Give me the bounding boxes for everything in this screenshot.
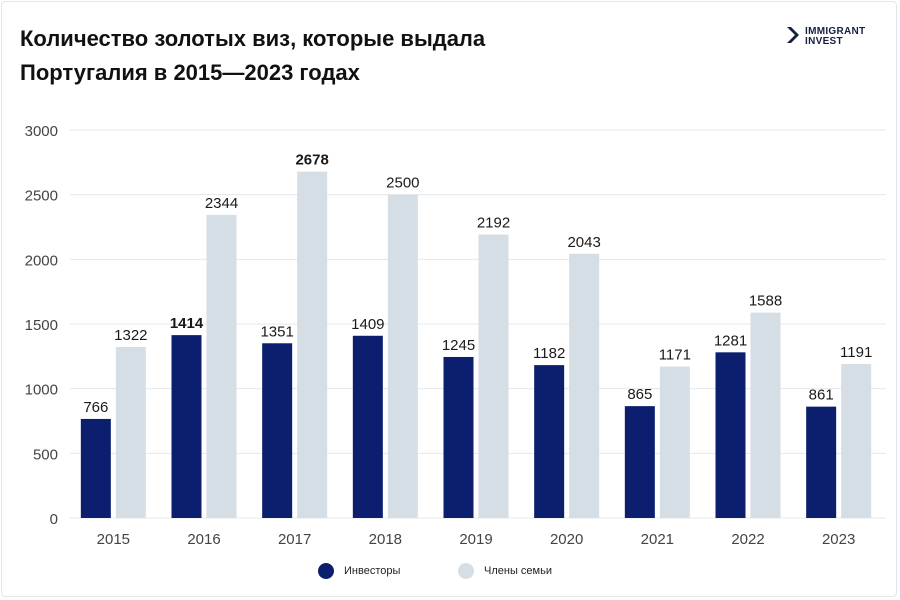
data-label-investors: 1281	[714, 332, 747, 349]
data-label-family: 1191	[840, 344, 872, 361]
bar-investors	[624, 406, 655, 518]
x-tick-label: 2019	[459, 531, 492, 548]
logo-line-1: IMMIGRANT	[805, 26, 866, 37]
data-label-investors: 861	[809, 387, 834, 404]
y-tick-label: 500	[33, 446, 58, 463]
bar-family	[387, 194, 418, 518]
data-label-family: 2344	[205, 195, 238, 212]
legend-label-family: Члены семьи	[484, 565, 552, 577]
y-tick-label: 2500	[25, 188, 58, 205]
chart-title-line-2: Португалия в 2015—2023 годах	[20, 60, 360, 85]
bar-investors	[262, 343, 293, 518]
legend-item-investors: Инвесторы	[318, 561, 400, 581]
legend-swatch-investors	[318, 563, 334, 579]
legend-swatch-family	[458, 563, 474, 579]
y-tick-label: 2000	[25, 252, 58, 269]
y-tick-label: 3000	[25, 123, 58, 140]
y-tick-label: 1000	[25, 382, 58, 399]
bar-investors	[443, 356, 474, 518]
bar-family	[750, 312, 781, 518]
data-label-family: 2043	[567, 234, 600, 251]
x-tick-label: 2018	[369, 531, 402, 548]
chart-title: Количество золотых виз, которые выдала П…	[20, 22, 485, 90]
bar-family	[569, 253, 600, 518]
chart-title-line-1: Количество золотых виз, которые выдала	[20, 26, 486, 51]
bar-family	[478, 234, 509, 518]
x-tick-label: 2017	[278, 531, 311, 548]
data-label-family: 2192	[477, 215, 510, 232]
legend-label-investors: Инвесторы	[344, 565, 401, 577]
data-label-investors: 1414	[170, 315, 204, 332]
data-label-family: 1171	[659, 347, 691, 364]
logo-line-2: INVEST	[805, 36, 843, 47]
logo-text: IMMIGRANT INVEST	[805, 27, 865, 47]
bar-investors	[534, 365, 565, 518]
bar-investors	[715, 352, 746, 518]
legend-item-family: Члены семьи	[458, 561, 552, 581]
data-label-investors: 865	[627, 386, 652, 403]
data-label-investors: 1351	[260, 323, 293, 340]
bar-investors	[80, 418, 111, 518]
x-tick-label: 2021	[641, 531, 674, 548]
x-tick-label: 2023	[822, 531, 855, 548]
x-tick-label: 2015	[97, 531, 130, 548]
bar-investors	[352, 335, 383, 518]
y-tick-label: 0	[50, 511, 58, 528]
data-label-investors: 1409	[351, 316, 384, 333]
logo-chevron-icon	[787, 27, 799, 43]
data-label-family: 2500	[386, 175, 419, 192]
data-label-family: 1322	[114, 327, 147, 344]
x-tick-label: 2016	[187, 531, 220, 548]
bar-family	[115, 347, 146, 518]
bar-family	[659, 366, 690, 518]
y-tick-label: 1500	[25, 317, 58, 334]
bar-investors	[806, 406, 837, 518]
bar-family	[841, 363, 872, 518]
data-label-investors: 766	[83, 399, 108, 416]
brand-logo: IMMIGRANT INVEST	[786, 26, 886, 48]
x-tick-label: 2022	[731, 531, 764, 548]
x-tick-label: 2020	[550, 531, 583, 548]
bar-family	[297, 171, 328, 519]
bar-investors	[171, 335, 202, 518]
data-label-investors: 1245	[442, 337, 475, 354]
data-label-family: 2678	[295, 152, 328, 169]
data-label-investors: 1182	[533, 345, 565, 362]
data-label-family: 1588	[749, 293, 782, 310]
bar-family	[206, 214, 237, 519]
